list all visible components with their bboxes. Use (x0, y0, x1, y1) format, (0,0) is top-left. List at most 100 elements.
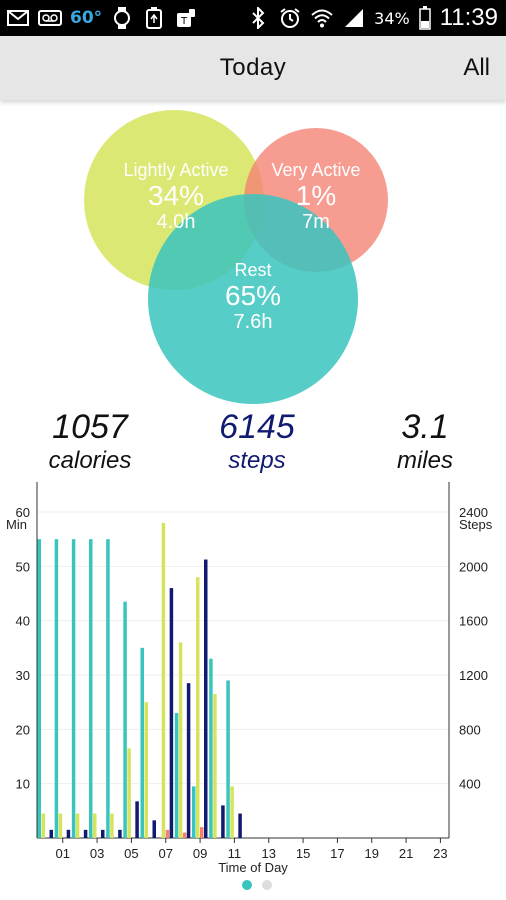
voicemail-icon (38, 8, 62, 28)
page-dot-2[interactable] (262, 880, 272, 890)
very-active-name: Very Active (271, 160, 361, 180)
rest-circle[interactable] (148, 194, 358, 404)
bar-lightly-active (161, 522, 166, 838)
status-bar: 60° T 34% 11:39 (0, 0, 506, 36)
lightly-active-duration: 4.0h (156, 211, 196, 233)
y-left-tick-label: 10 (16, 777, 30, 792)
x-tick-label: 23 (433, 846, 447, 861)
lightly-active-label: Lightly Active 34% 4.0h (104, 160, 248, 234)
steps-unit: steps (228, 447, 286, 474)
miles-stat: 3.1 miles (355, 408, 495, 476)
bar-rest (174, 713, 179, 838)
bar-rest (209, 658, 213, 838)
bar-rest (37, 539, 41, 838)
bar-lightly-active (93, 813, 97, 838)
bar-lightly-active (178, 642, 183, 838)
x-tick-label: 05 (124, 846, 138, 861)
page-title: Today (219, 54, 287, 81)
miles-unit: miles (396, 447, 453, 474)
bar-steps (238, 813, 242, 838)
bar-lightly-active (75, 813, 80, 838)
x-tick-label: 13 (262, 846, 276, 861)
bar-steps (152, 820, 156, 838)
bar-rest (106, 539, 110, 838)
rest-duration: 7.6h (233, 311, 273, 333)
alarm-icon (278, 8, 302, 28)
calories-stat: 1057 calories (20, 408, 160, 476)
bar-lightly-active (41, 813, 45, 838)
rest-name: Rest (234, 260, 272, 280)
bluetooth-icon (246, 7, 270, 29)
x-tick-label: 07 (159, 846, 173, 861)
tmobile-icon: T (174, 8, 198, 28)
bar-lightly-active (127, 748, 131, 838)
bar-steps (118, 829, 122, 838)
app-header: Today All (0, 36, 506, 100)
bar-steps (66, 829, 71, 838)
y-right-tick-label: 400 (459, 777, 481, 792)
bar-steps (221, 805, 225, 838)
y-right-tick-label: 800 (459, 722, 481, 737)
lightly-active-percent: 34% (147, 180, 205, 211)
recycle-icon (142, 7, 166, 29)
bar-very-active (182, 832, 187, 838)
bar-rest (54, 539, 59, 838)
bar-steps (186, 683, 191, 838)
bar-lightly-active (110, 813, 114, 838)
y-right-tick-label: 1600 (459, 614, 488, 629)
x-tick-label: 17 (330, 846, 344, 861)
y-right-tick-label: 1200 (459, 668, 488, 683)
page-dot-1[interactable] (242, 880, 252, 890)
calories-value: 1057 (52, 408, 128, 446)
bar-rest (192, 786, 196, 838)
page-indicator (242, 880, 272, 890)
clock: 11:39 (439, 4, 498, 31)
steps-stat: 6145 steps (187, 408, 327, 476)
bar-lightly-active (213, 694, 217, 838)
x-tick-label: 03 (90, 846, 104, 861)
y-left-tick-label: 20 (16, 722, 30, 737)
y-left-tick-label: 60 (16, 505, 30, 520)
very-active-duration: 7m (302, 211, 330, 233)
very-active-label: Very Active 1% 7m (252, 160, 380, 234)
x-tick-label: 19 (365, 846, 379, 861)
bar-steps (101, 829, 105, 838)
x-axis-label: Time of Day (218, 860, 288, 875)
bar-rest (123, 601, 127, 838)
signal-icon (342, 8, 366, 28)
temperature: 60° (70, 8, 103, 28)
calories-unit: calories (48, 447, 132, 474)
y-left-tick-label: 30 (16, 668, 30, 683)
mail-icon (6, 8, 30, 28)
bar-rest (140, 647, 144, 838)
bar-steps (135, 801, 139, 838)
battery-icon (418, 6, 432, 30)
bar-steps (49, 829, 53, 838)
x-tick-label: 09 (193, 846, 207, 861)
bar-lightly-active (196, 577, 200, 838)
x-tick-label: 11 (228, 846, 242, 861)
bar-lightly-active (58, 813, 63, 838)
bar-rest (226, 680, 230, 838)
y-right-tick-label: 2400 (459, 505, 488, 520)
bar-steps (169, 588, 174, 838)
steps-value: 6145 (219, 408, 295, 446)
bar-lightly-active (144, 702, 148, 838)
bar-steps (83, 829, 88, 838)
rest-percent: 65% (224, 280, 282, 311)
y-left-tick-label: 40 (16, 614, 30, 629)
bar-very-active (200, 827, 204, 838)
bar-lightly-active (230, 786, 234, 838)
x-tick-label: 15 (296, 846, 310, 861)
all-button[interactable]: All (463, 54, 490, 81)
watch-icon (110, 7, 134, 29)
y-left-axis-label: Min (6, 517, 27, 532)
y-right-axis-label: Steps (459, 517, 493, 532)
rest-label: Rest 65% 7.6h (193, 260, 313, 334)
x-tick-label: 01 (56, 846, 70, 861)
y-left-tick-label: 50 (16, 559, 30, 574)
svg-text:T: T (180, 16, 188, 27)
miles-value: 3.1 (401, 408, 449, 446)
y-right-tick-label: 2000 (459, 559, 488, 574)
